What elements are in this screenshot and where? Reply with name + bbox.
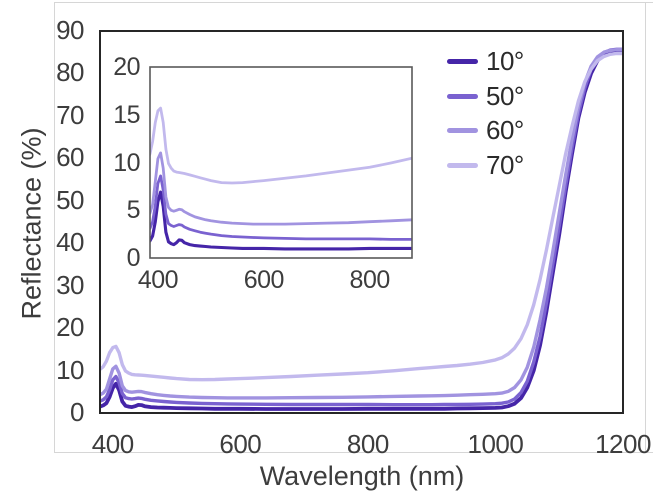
inset-x-tick-label-400: 400	[137, 266, 179, 294]
main-x-tick-label-600: 600	[219, 429, 262, 459]
y-axis-title: Reflectance (%)	[16, 127, 47, 320]
inset-series-line-50deg	[150, 174, 412, 241]
main-y-tick-label-0: 0	[70, 397, 84, 427]
legend-swatch-70deg	[447, 162, 478, 168]
inset-y-tick-label-10: 10	[113, 148, 140, 177]
main-y-tick-label-50: 50	[56, 184, 84, 215]
legend-item-10deg: 10°	[447, 44, 524, 78]
main-axes-frame	[99, 30, 624, 414]
legend-label-10deg: 10°	[486, 46, 524, 76]
main-series-line-10deg	[100, 48, 623, 411]
legend-item-70deg: 70°	[447, 148, 524, 182]
legend-item-60deg: 60°	[447, 113, 524, 147]
inset-x-tick-label-600: 600	[243, 266, 285, 294]
main-y-tick-label-20: 20	[56, 312, 84, 343]
main-x-tick-label-1000: 1000	[467, 429, 524, 459]
legend-label-50deg: 50°	[486, 81, 524, 111]
main-series-line-70deg	[100, 51, 623, 382]
legend-item-50deg: 50°	[447, 79, 524, 113]
main-y-tick-label-30: 30	[56, 269, 84, 300]
legend-swatch-50deg	[447, 93, 478, 99]
main-y-tick-label-10: 10	[56, 354, 84, 385]
inset-series-line-70deg	[150, 106, 412, 185]
inset-series-line-60deg	[150, 151, 412, 226]
main-x-tick-label-800: 800	[346, 429, 389, 459]
inset-y-tick-label-0: 0	[126, 244, 141, 272]
main-series-line-60deg	[100, 48, 623, 400]
main-y-tick-label-80: 80	[56, 57, 84, 88]
inset-y-tick-label-5: 5	[126, 196, 141, 225]
inset-series-line-10deg	[150, 190, 412, 251]
main-y-tick-label-90: 90	[56, 15, 84, 45]
main-y-tick-label-70: 70	[56, 99, 84, 130]
legend-swatch-60deg	[447, 127, 478, 133]
inset-axes-frame	[149, 66, 413, 259]
main-y-tick-label-60: 60	[56, 142, 84, 173]
worksheet-gridline-right	[645, 2, 646, 453]
main-series-line-50deg	[100, 47, 623, 407]
inset-y-tick-label-15: 15	[113, 100, 140, 129]
inset-y-tick-label-20: 20	[113, 53, 140, 81]
worksheet-gridline-left	[54, 2, 55, 453]
main-x-tick-label-1200: 1200	[595, 429, 651, 459]
worksheet-gridline-bottom	[54, 452, 653, 453]
inset-x-tick-label-800: 800	[349, 266, 391, 294]
main-y-tick-label-40: 40	[56, 227, 84, 258]
legend-label-70deg: 70°	[486, 150, 524, 180]
legend-label-60deg: 60°	[486, 115, 524, 145]
worksheet-gridline-top	[54, 2, 653, 3]
legend-swatch-10deg	[447, 58, 478, 64]
main-x-tick-label-400: 400	[91, 429, 134, 459]
x-axis-title: Wavelength (nm)	[259, 461, 465, 491]
